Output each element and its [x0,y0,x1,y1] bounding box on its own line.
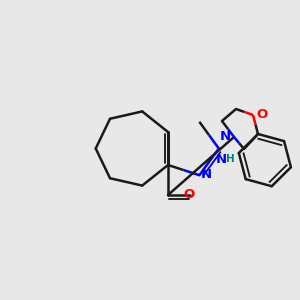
Text: N: N [219,130,231,142]
Text: N: N [201,168,212,181]
Text: H: H [226,154,235,164]
Text: N: N [216,153,227,166]
Text: O: O [256,107,268,121]
Text: O: O [183,188,195,200]
